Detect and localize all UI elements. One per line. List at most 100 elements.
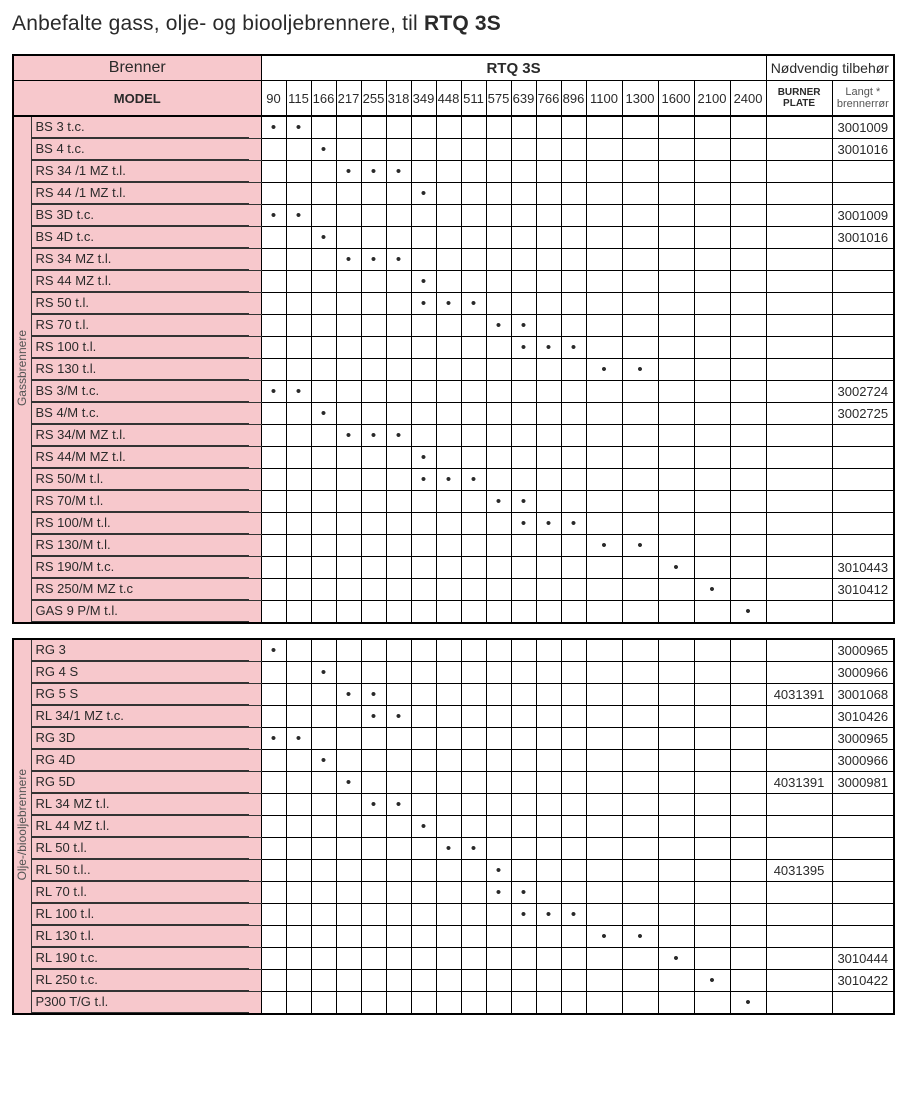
compat-cell [461,359,486,381]
compat-cell [311,535,336,557]
compat-cell [461,706,486,728]
compat-cell [411,970,436,992]
compat-cell [311,579,336,601]
burner-plate-cell [766,293,832,315]
compat-cell [461,205,486,227]
compat-cell [486,601,511,624]
compat-cell [461,684,486,706]
compat-cell [261,403,286,425]
compat-cell [622,882,658,904]
compat-cell [486,535,511,557]
compat-cell [461,403,486,425]
compat-cell [622,359,658,381]
compat-cell [311,271,336,293]
compat-cell [694,684,730,706]
langt-cell: 3000966 [832,750,894,772]
compat-cell [311,904,336,926]
compat-cell [311,970,336,992]
langt-cell [832,926,894,948]
compat-cell [436,535,461,557]
compat-cell [261,447,286,469]
compat-cell [311,249,336,271]
compat-cell [536,904,561,926]
compat-cell [411,882,436,904]
model-cell: RG 3D [31,728,261,750]
column-header: 255 [361,81,386,117]
model-cell: RL 34/1 MZ t.c. [31,706,261,728]
compat-cell [436,513,461,535]
compat-cell [511,271,536,293]
model-cell: RS 50 t.l. [31,293,261,315]
table-row: RS 44/M MZ t.l. [13,447,894,469]
compat-cell [386,860,411,882]
model-cell: RS 100/M t.l. [31,513,261,535]
compat-cell [730,227,766,249]
compat-cell [461,249,486,271]
compat-cell [561,992,586,1015]
model-cell: RS 70/M t.l. [31,491,261,513]
burner-plate-cell [766,750,832,772]
burner-plate-cell [766,425,832,447]
compat-cell [536,706,561,728]
compat-cell [361,794,386,816]
compat-cell [311,425,336,447]
compat-cell [436,557,461,579]
burner-plate-cell [766,205,832,227]
compat-cell [436,926,461,948]
langt-cell [832,860,894,882]
compat-cell [386,425,411,447]
compat-cell [436,205,461,227]
compat-cell [658,601,694,624]
compat-cell [336,249,361,271]
compat-cell [658,535,694,557]
compat-cell [311,139,336,161]
compat-cell [386,139,411,161]
compat-cell [586,315,622,337]
compat-cell [658,381,694,403]
compat-cell [486,970,511,992]
table-row: Olje-/biooljebrennereRG 33000965 [13,639,894,662]
compat-cell [658,684,694,706]
compat-cell [536,816,561,838]
compat-cell [411,684,436,706]
compat-cell [461,882,486,904]
compat-cell [511,249,536,271]
compat-cell [658,970,694,992]
table-row: RS 34 MZ t.l. [13,249,894,271]
compat-cell [336,469,361,491]
compat-cell [511,491,536,513]
compat-cell [486,249,511,271]
compat-cell [511,639,536,662]
compat-cell [461,948,486,970]
compat-cell [261,684,286,706]
compat-cell [411,794,436,816]
compat-cell [486,337,511,359]
compat-cell [486,425,511,447]
compat-cell [511,601,536,624]
compat-cell [411,161,436,183]
compat-cell [694,271,730,293]
compat-cell [336,359,361,381]
compat-cell [436,601,461,624]
compat-cell [561,249,586,271]
compat-cell [658,183,694,205]
column-header: 2100 [694,81,730,117]
compat-cell [286,684,311,706]
group-label: Olje-/biooljebrennere [13,639,31,1014]
compat-cell [622,992,658,1015]
compat-cell [361,579,386,601]
compat-cell [694,706,730,728]
burner-plate-cell [766,469,832,491]
compat-cell [461,337,486,359]
compat-cell [486,706,511,728]
langt-cell: 3000981 [832,772,894,794]
compat-cell [386,315,411,337]
compat-cell [436,750,461,772]
compat-cell [486,794,511,816]
compat-cell [658,249,694,271]
compat-cell [336,139,361,161]
langt-cell [832,838,894,860]
compat-cell [694,772,730,794]
compat-cell [586,381,622,403]
compat-cell [511,750,536,772]
